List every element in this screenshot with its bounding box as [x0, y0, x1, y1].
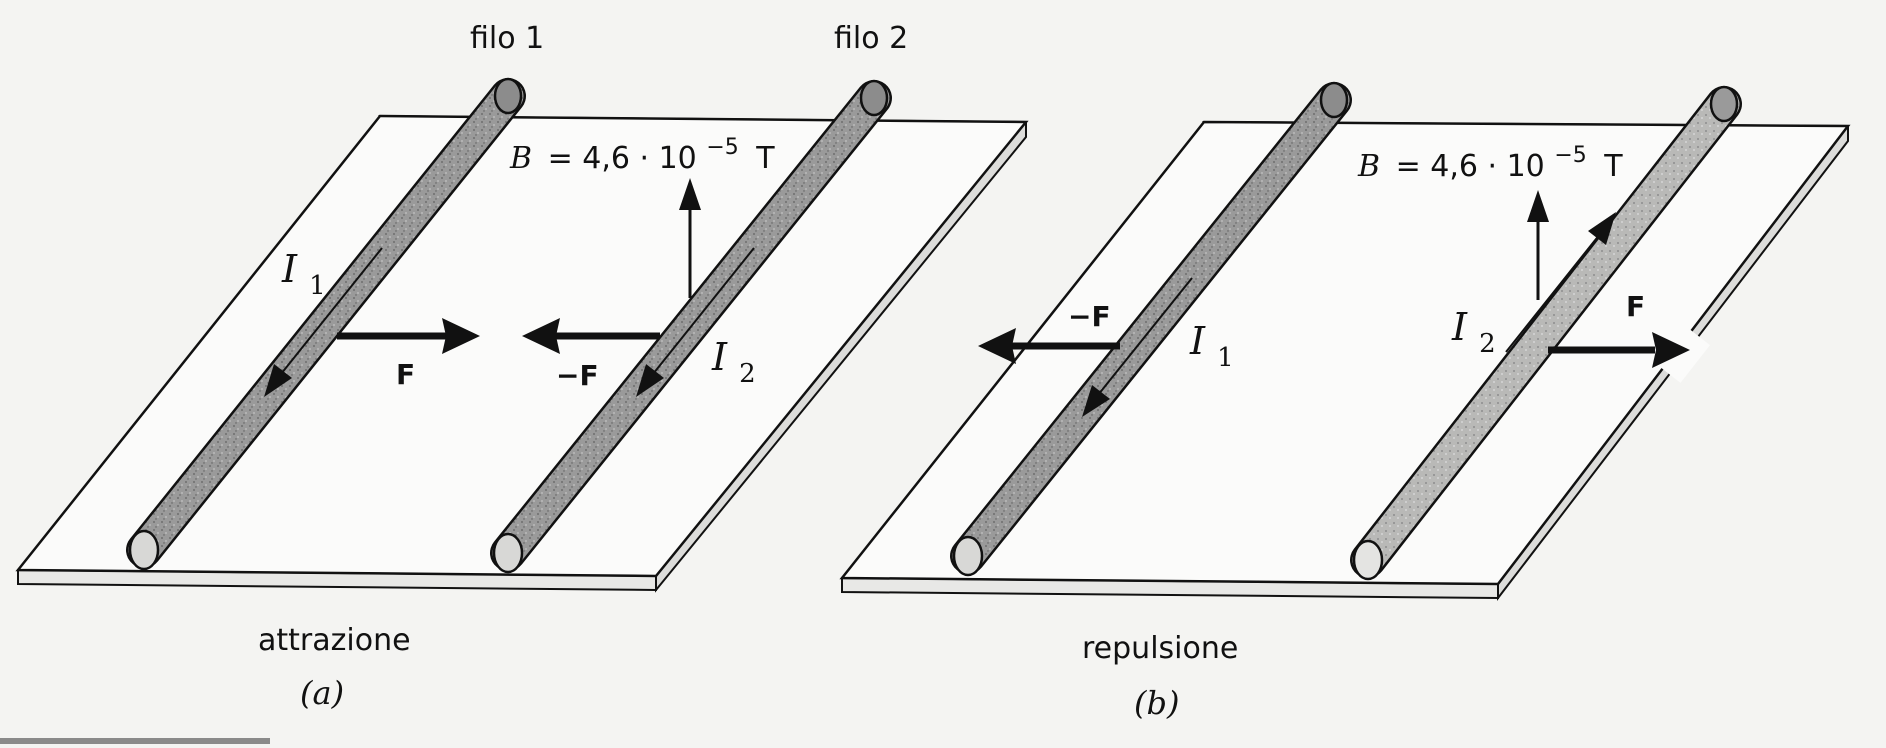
field-unit-a: T [755, 141, 775, 176]
current-1-sub-b: 1 [1217, 343, 1234, 373]
field-var-b: B [1357, 149, 1380, 184]
field-unit-b: T [1603, 149, 1623, 184]
force-label-minus-f-b: −F [1068, 300, 1111, 333]
field-var-a: B [509, 141, 532, 176]
current-2-var-a: I [711, 335, 728, 379]
panel-a: filo 1 filo 2 B = 4,6 · 10 −5 T I 1 I 2 … [18, 21, 1026, 712]
panel-letter-b: (b) [1134, 684, 1179, 722]
current-2-sub-a: 2 [739, 359, 756, 389]
field-exp-a: −5 [706, 135, 738, 160]
caption-b: repulsione [1082, 631, 1238, 666]
panel-letter-a: (a) [300, 674, 344, 712]
current-2-var-b: I [1451, 305, 1468, 349]
current-2-sub-b: 2 [1479, 329, 1496, 359]
field-value-b: = 4,6 · 10 [1396, 149, 1545, 184]
current-1-sub-a: 1 [309, 271, 326, 301]
field-exp-b: −5 [1554, 143, 1586, 168]
caption-a: attrazione [258, 623, 411, 658]
current-1-var-b: I [1189, 319, 1206, 363]
field-value-a: = 4,6 · 10 [548, 141, 697, 176]
force-label-f-a: F [396, 358, 415, 391]
force-label-f-b: F [1626, 290, 1645, 323]
current-1-var-a: I [281, 247, 298, 291]
wire-2-label-a: filo 2 [834, 21, 908, 56]
force-label-minus-f-a: −F [556, 359, 599, 392]
wire-1-label-a: filo 1 [470, 21, 544, 56]
page-edge-rule [0, 738, 270, 744]
